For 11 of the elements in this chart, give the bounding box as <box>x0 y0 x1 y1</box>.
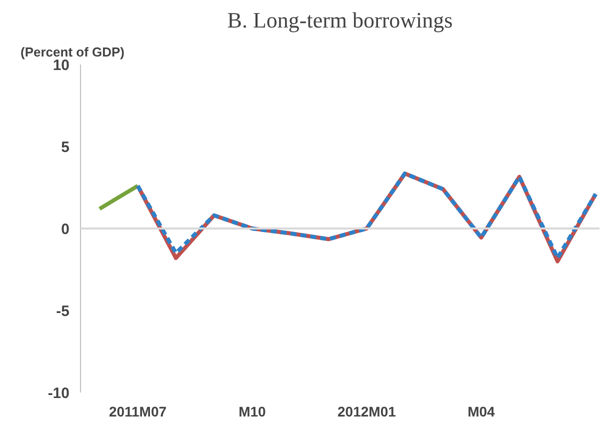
y-tick-label: 5 <box>61 139 70 156</box>
y-tick-label: 10 <box>52 57 70 74</box>
x-tick-label: 2011M07 <box>108 404 167 420</box>
y-tick-label: -5 <box>56 303 70 320</box>
y-tick-label: 0 <box>61 221 70 238</box>
x-tick-label: M10 <box>238 404 266 420</box>
x-tick-label: M04 <box>468 404 496 420</box>
x-tick-label: 2012M01 <box>338 404 396 420</box>
chart-title: B. Long-term borrowings <box>227 8 453 32</box>
y-tick-label: -10 <box>48 385 70 402</box>
y-axis-title: (Percent of GDP) <box>20 44 125 60</box>
